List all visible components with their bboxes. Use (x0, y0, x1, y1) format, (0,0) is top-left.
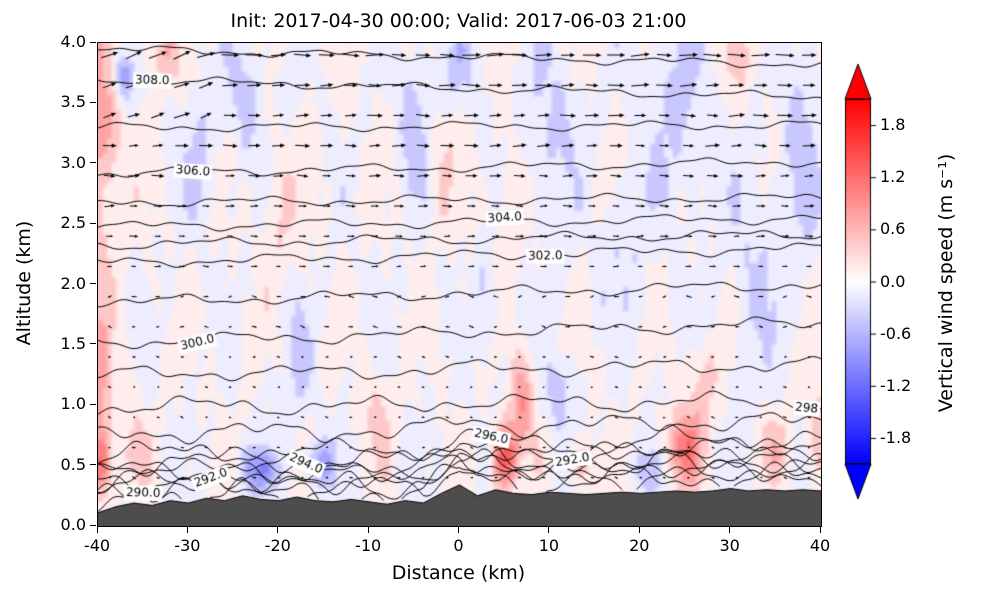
x-tick-mark (96, 527, 98, 533)
x-tick-label: -40 (83, 536, 111, 555)
x-tick-label: -20 (264, 536, 291, 555)
colorbar-tick-label: 0.0 (880, 271, 906, 291)
y-tick-mark (90, 222, 96, 224)
y-tick-label: 2.0 (60, 273, 86, 293)
y-tick-mark (90, 283, 96, 284)
colorbar-tick-label: 0.6 (880, 219, 906, 239)
x-tick-label: 20 (629, 536, 650, 555)
x-tick-mark (458, 527, 459, 533)
x-tick-label: -10 (355, 536, 382, 555)
y-tick-label: 0.0 (60, 515, 86, 534)
y-tick-label: 4.0 (60, 32, 86, 51)
plot-canvas (98, 43, 821, 526)
colorbar (843, 63, 877, 503)
y-tick-label: 2.5 (60, 213, 86, 233)
x-axis-label: Distance (km) (391, 562, 526, 584)
y-tick-label: 3.5 (60, 92, 86, 112)
x-tick-label: 10 (538, 536, 560, 555)
y-tick-label: 1.5 (60, 333, 86, 353)
colorbar-tick-label: -0.6 (880, 323, 912, 343)
x-tick-mark (367, 527, 369, 533)
plot-area (97, 42, 822, 527)
y-tick-mark (90, 524, 96, 526)
x-tick-label: -30 (174, 536, 201, 555)
x-tick-label: 40 (809, 536, 831, 555)
y-tick-mark (90, 162, 96, 164)
y-axis-label: Altitude (km) (13, 220, 35, 346)
x-tick-mark (729, 527, 731, 533)
x-tick-mark (277, 527, 279, 533)
x-tick-mark (638, 527, 640, 533)
x-tick-mark (186, 527, 188, 533)
x-tick-label: 0 (453, 536, 464, 555)
y-tick-label: 0.5 (60, 454, 86, 474)
y-tick-mark (90, 101, 96, 103)
y-tick-mark (90, 464, 96, 466)
y-tick-label: 3.0 (60, 152, 86, 172)
x-tick-label: 30 (719, 536, 740, 555)
colorbar-tick-label: 1.8 (880, 115, 906, 135)
colorbar-label: Vertical wind speed (m s⁻¹) (935, 153, 957, 413)
colorbar-tick-label: 1.2 (880, 167, 906, 187)
y-tick-mark (90, 343, 96, 345)
colorbar-tick-label: -1.2 (880, 375, 912, 395)
y-tick-label: 1.0 (60, 394, 86, 414)
x-tick-mark (819, 527, 821, 533)
y-tick-mark (90, 41, 96, 43)
colorbar-tick-label: -1.8 (880, 427, 912, 447)
y-tick-mark (90, 403, 96, 405)
plot-title: Init: 2017-04-30 00:00; Valid: 2017-06-0… (230, 10, 687, 32)
x-tick-mark (548, 527, 550, 533)
